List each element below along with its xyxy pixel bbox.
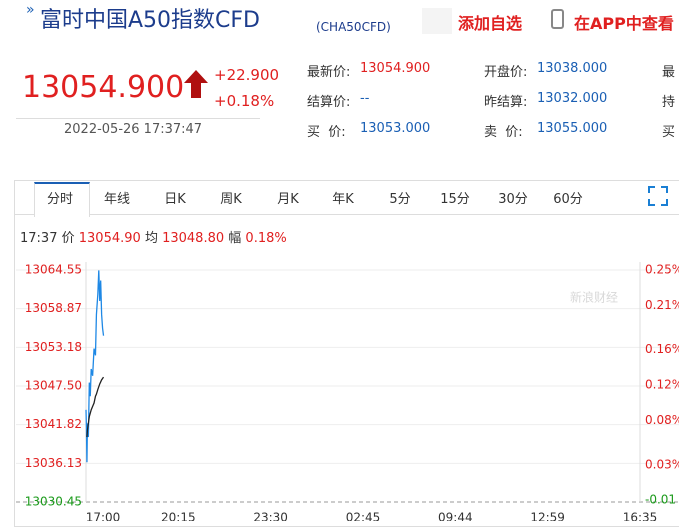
field-label: 卖 价: xyxy=(484,125,523,140)
field-value: 13038.000 xyxy=(537,61,608,76)
field-label: 最新价: xyxy=(307,65,351,80)
info-time: 17:37 xyxy=(20,231,58,246)
field-label: 买 xyxy=(662,125,676,140)
tab[interactable]: 60分 xyxy=(553,192,583,207)
fullscreen-icon[interactable] xyxy=(648,186,668,206)
y-tick-label: 13047.50 xyxy=(25,379,82,393)
y2-tick-label: -0.01 xyxy=(645,493,676,507)
y2-tick-label: 0.25% xyxy=(645,263,679,277)
y-tick-label: 13036.13 xyxy=(25,456,82,470)
y-tick-label: 13030.45 xyxy=(25,495,82,509)
field-value: 13053.000 xyxy=(360,121,431,136)
tab[interactable]: 30分 xyxy=(498,192,528,207)
y2-tick-label: 0.16% xyxy=(645,342,679,356)
tab[interactable]: 年线 xyxy=(103,192,130,207)
up-arrow xyxy=(184,70,208,98)
x-tick-label: 17:00 xyxy=(86,511,121,522)
info-value: 0.18% xyxy=(245,231,287,246)
y2-tick-label: 0.21% xyxy=(645,298,679,312)
tab[interactable]: 周K xyxy=(220,192,242,207)
price: 13054.900 xyxy=(22,70,185,105)
tab[interactable]: 分时 xyxy=(46,192,73,207)
y2-tick-label: 0.12% xyxy=(645,378,679,392)
info-value: 13048.80 xyxy=(162,231,225,246)
field-value: 13055.000 xyxy=(537,121,608,136)
info-value: 13054.90 xyxy=(78,231,141,246)
field-label: 买 价: xyxy=(307,125,346,140)
app-link[interactable]: 在APP中查看 xyxy=(574,14,674,33)
add-watch[interactable]: 添加自选 xyxy=(458,14,523,33)
active-tab xyxy=(34,182,90,217)
y2-tick-label: 0.03% xyxy=(645,457,679,471)
watermark: 新浪财经 xyxy=(570,290,618,305)
x-tick-label: 09:44 xyxy=(438,511,473,522)
tab[interactable]: 日K xyxy=(164,192,186,207)
arrow-icon: » xyxy=(26,2,35,18)
y-tick-label: 13058.87 xyxy=(25,301,82,315)
x-tick-label: 23:30 xyxy=(253,511,288,522)
info-label: 价 xyxy=(61,231,75,246)
y-tick-label: 13064.55 xyxy=(25,263,82,277)
title: 富时中国A50指数CFD xyxy=(40,8,261,33)
field-value: 13054.900 xyxy=(360,61,431,76)
field-label: 开盘价: xyxy=(484,65,528,80)
time: 2022-05-26 17:37:47 xyxy=(64,122,203,137)
field-value: 13032.000 xyxy=(537,91,608,106)
field-label: 持 xyxy=(662,95,676,110)
tab[interactable]: 5分 xyxy=(389,192,411,207)
change: +22.900 xyxy=(214,66,280,84)
x-tick-label: 20:15 xyxy=(161,511,196,522)
placeholder xyxy=(422,8,452,34)
y-tick-label: 13041.82 xyxy=(25,417,82,431)
percent: +0.18% xyxy=(214,92,275,110)
y2-tick-label: 0.08% xyxy=(645,413,679,427)
field-label: 昨结算: xyxy=(484,95,528,110)
info: 17:37 价 13054.90 均 13048.80 幅 0.18% xyxy=(20,227,287,246)
info-label: 均 xyxy=(144,231,158,246)
field-label: 最 xyxy=(662,65,676,80)
code: (CHA50CFD) xyxy=(316,20,391,34)
divider xyxy=(16,118,260,119)
series-line xyxy=(86,376,105,438)
tab[interactable]: 年K xyxy=(332,192,354,207)
x-tick-label: 02:45 xyxy=(346,511,381,522)
x-tick-label: 16:35 xyxy=(623,511,658,522)
field-value: -- xyxy=(360,91,370,106)
info-label: 幅 xyxy=(228,231,242,246)
y-tick-label: 13053.18 xyxy=(25,340,82,354)
x-tick-label: 12:59 xyxy=(530,511,565,522)
tab[interactable]: 15分 xyxy=(440,192,470,207)
series-line xyxy=(85,270,105,463)
tab-line xyxy=(14,214,679,215)
field-label: 结算价: xyxy=(307,95,351,110)
tab[interactable]: 月K xyxy=(277,192,299,207)
phone-icon xyxy=(551,9,564,29)
